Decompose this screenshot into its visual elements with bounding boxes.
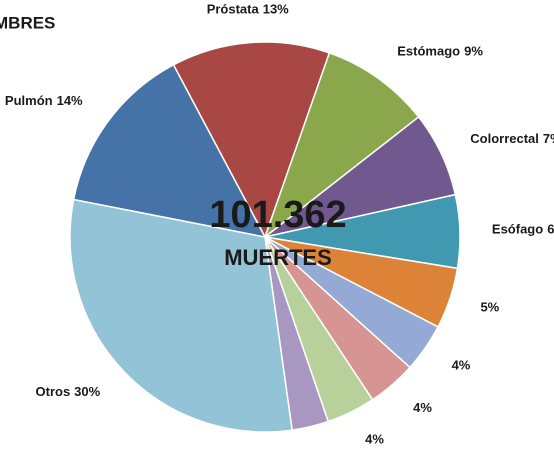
slice-label: 4%: [365, 432, 384, 447]
category-label: Estómago: [397, 44, 460, 59]
value-label: 30%: [74, 385, 100, 400]
slice-label: Esófago 6%: [492, 222, 554, 237]
pie: [69, 41, 461, 433]
center-label: 101.362: [209, 194, 346, 236]
value-label: 9%: [464, 44, 483, 59]
slice-label: Otros 30%: [36, 385, 101, 400]
value-label: 5%: [480, 300, 499, 315]
chart-title: MBRES: [0, 13, 55, 32]
slice: [263, 51, 420, 240]
category-label: Esófago: [492, 222, 543, 237]
category-label: Colorrectal: [470, 132, 539, 147]
value-label: 7%: [543, 132, 554, 147]
value-label: 4%: [413, 400, 432, 415]
value-label: 4%: [365, 432, 384, 447]
slice-label: Pulmón 14%: [5, 93, 83, 108]
slice-label: 5%: [480, 300, 499, 315]
center-sublabel: MUERTES: [224, 245, 332, 270]
category-label: Próstata: [207, 2, 260, 17]
value-label: 6%: [547, 222, 554, 237]
slice: [172, 41, 331, 239]
slice-label: Colorrectal 7%: [470, 132, 554, 147]
slice-label: Próstata 13%: [207, 2, 289, 17]
slice-label: Estómago 9%: [397, 44, 483, 59]
value-label: 13%: [263, 2, 289, 17]
slice-label: 4%: [413, 400, 432, 415]
category-label: Otros: [36, 385, 71, 400]
slice: [69, 198, 293, 433]
category-label: Pulmón: [5, 93, 53, 108]
slice: [72, 63, 267, 239]
value-label: 4%: [452, 358, 471, 373]
slice-label: 4%: [452, 358, 471, 373]
value-label: 14%: [57, 93, 83, 108]
